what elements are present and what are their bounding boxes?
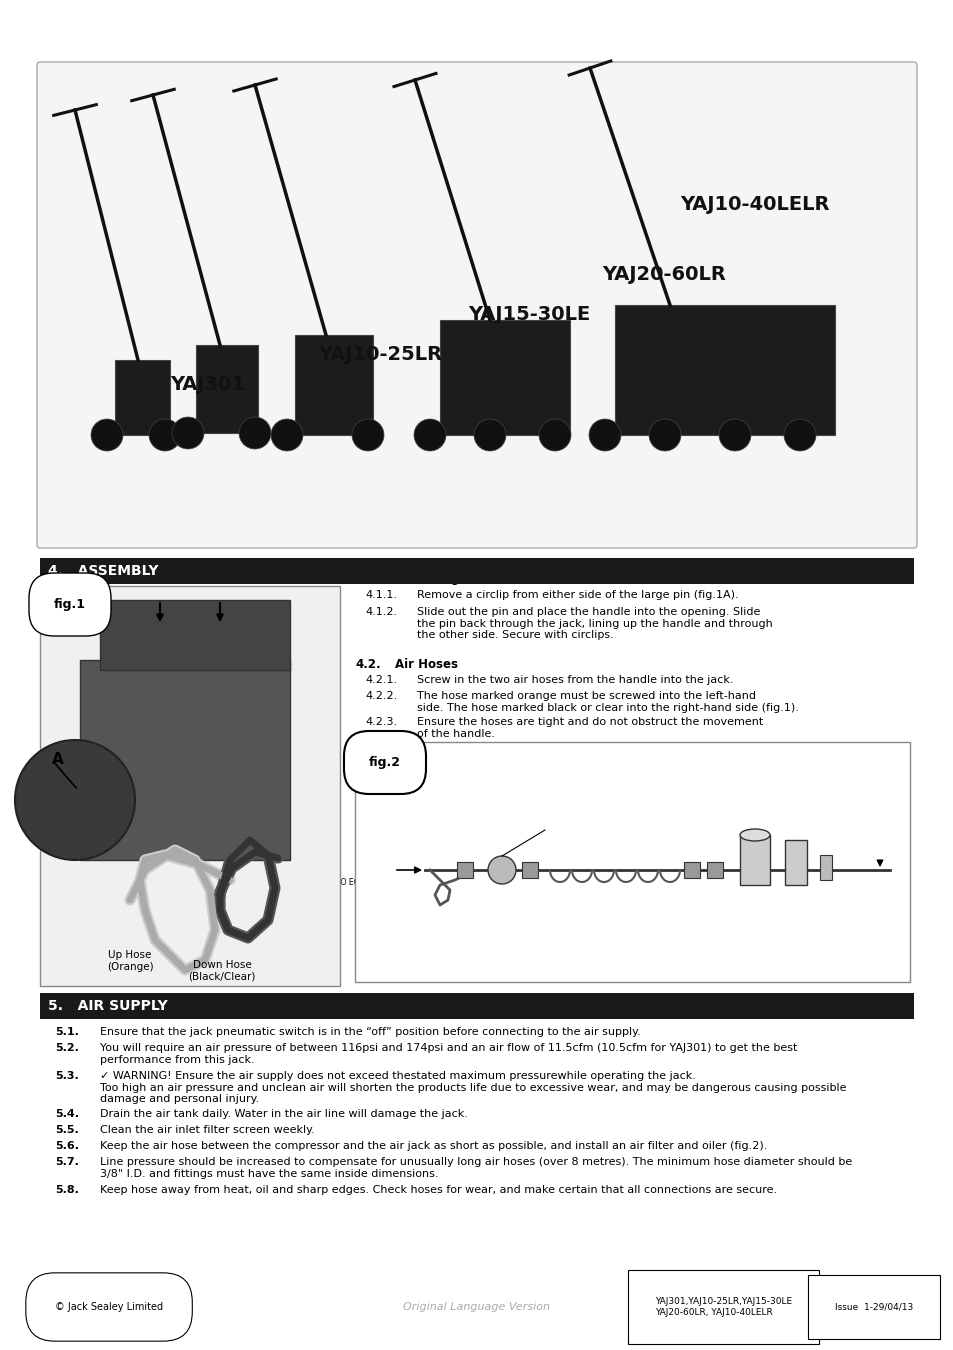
Text: 4.1.2.: 4.1.2. xyxy=(365,608,396,617)
Text: WATER
SEPARATOR: WATER SEPARATOR xyxy=(732,806,777,825)
Text: 4.1.1.: 4.1.1. xyxy=(365,590,396,599)
Text: 5.7.: 5.7. xyxy=(55,1157,79,1166)
Text: OILER: OILER xyxy=(784,888,806,896)
Circle shape xyxy=(15,740,135,860)
Text: Slide out the pin and place the handle into the opening. Slide
the pin back thro: Slide out the pin and place the handle i… xyxy=(416,608,772,640)
Text: Remove a circlip from either side of the large pin (fig.1A).: Remove a circlip from either side of the… xyxy=(416,590,738,599)
Text: You will require an air pressure of between 116psi and 174psi and an air flow of: You will require an air pressure of betw… xyxy=(100,1044,797,1065)
Text: Clean the air inlet filter screen weekly.: Clean the air inlet filter screen weekly… xyxy=(100,1125,314,1135)
Bar xyxy=(615,305,834,435)
Circle shape xyxy=(719,418,750,451)
Text: 4.2.2.: 4.2.2. xyxy=(365,691,396,701)
Circle shape xyxy=(474,418,505,451)
Text: NIPPLE: NIPPLE xyxy=(466,882,493,891)
Text: 4.1.: 4.1. xyxy=(355,572,380,585)
Text: Ensure that the jack pneumatic switch is in the “off” position before connecting: Ensure that the jack pneumatic switch is… xyxy=(100,1027,640,1037)
Circle shape xyxy=(648,418,680,451)
Bar xyxy=(683,863,700,878)
Text: ✓ WARNING! Ensure the air supply does not exceed thestated maximum pressurewhile: ✓ WARNING! Ensure the air supply does no… xyxy=(100,1071,845,1104)
Text: 5.4.: 5.4. xyxy=(55,1108,79,1119)
Text: 5.2.: 5.2. xyxy=(55,1044,79,1053)
Text: Issue  1-29/04/13: Issue 1-29/04/13 xyxy=(834,1303,912,1311)
Bar xyxy=(521,863,537,878)
Text: YAJ10-25LR: YAJ10-25LR xyxy=(317,346,441,365)
Text: fig.1: fig.1 xyxy=(54,598,86,612)
Text: Attaching the Handle: Attaching the Handle xyxy=(395,572,536,585)
Bar xyxy=(80,660,290,860)
Text: YAJ301: YAJ301 xyxy=(170,375,245,394)
Bar xyxy=(439,320,569,435)
Ellipse shape xyxy=(740,829,769,841)
Text: 4.   ASSEMBLY: 4. ASSEMBLY xyxy=(48,564,158,578)
Text: YAJ15-30LE: YAJ15-30LE xyxy=(468,305,590,324)
Bar xyxy=(100,599,290,670)
Text: Air Hoses: Air Hoses xyxy=(395,657,457,671)
Bar xyxy=(115,360,170,435)
Bar xyxy=(355,743,909,981)
Text: Keep hose away from heat, oil and sharp edges. Check hoses for wear, and make ce: Keep hose away from heat, oil and sharp … xyxy=(100,1185,777,1195)
Circle shape xyxy=(488,856,516,884)
Text: YAJ20-60LR: YAJ20-60LR xyxy=(601,265,725,284)
Bar xyxy=(40,586,339,986)
Bar xyxy=(456,863,473,878)
Text: 5.6.: 5.6. xyxy=(55,1141,79,1152)
Bar xyxy=(294,335,373,435)
Text: Original Language Version: Original Language Version xyxy=(403,1301,550,1312)
Circle shape xyxy=(588,418,620,451)
Text: A: A xyxy=(52,752,64,768)
Circle shape xyxy=(172,417,204,450)
Text: YAJ10-40LELR: YAJ10-40LELR xyxy=(679,194,828,215)
Circle shape xyxy=(414,418,446,451)
Text: QUICK COUPLER: QUICK COUPLER xyxy=(529,815,590,825)
Circle shape xyxy=(149,418,181,451)
Text: 5.8.: 5.8. xyxy=(55,1185,79,1195)
Circle shape xyxy=(239,417,271,450)
Text: 5.   AIR SUPPLY: 5. AIR SUPPLY xyxy=(48,999,168,1012)
Text: REGULATOR: REGULATOR xyxy=(772,909,819,917)
Text: LEADER HOSE: LEADER HOSE xyxy=(420,910,475,919)
Text: fig.2: fig.2 xyxy=(369,756,400,770)
Bar xyxy=(40,994,913,1019)
Bar xyxy=(40,558,913,585)
Text: DRAIN
DAILY: DRAIN DAILY xyxy=(813,833,838,852)
Text: 4.2.1.: 4.2.1. xyxy=(365,675,396,684)
Text: NIPPLE: NIPPLE xyxy=(689,882,716,891)
Circle shape xyxy=(783,418,815,451)
Text: 4.2.3.: 4.2.3. xyxy=(365,717,396,728)
Circle shape xyxy=(271,418,303,451)
Text: TO EQUIPMENT: TO EQUIPMENT xyxy=(335,878,394,887)
Circle shape xyxy=(538,418,571,451)
Bar xyxy=(820,855,831,880)
Text: The hose marked orange must be screwed into the left-hand
side. The hose marked : The hose marked orange must be screwed i… xyxy=(416,691,798,713)
Text: © Jack Sealey Limited: © Jack Sealey Limited xyxy=(55,1301,163,1312)
Text: 5.3.: 5.3. xyxy=(55,1071,79,1081)
FancyBboxPatch shape xyxy=(37,62,916,548)
Text: 4.2.: 4.2. xyxy=(355,657,380,671)
Text: Down Hose
(Black/Clear): Down Hose (Black/Clear) xyxy=(188,960,255,981)
Bar xyxy=(784,840,806,886)
Circle shape xyxy=(352,418,384,451)
Bar xyxy=(740,836,769,886)
Text: RECOIL
HOSE: RECOIL HOSE xyxy=(571,888,598,907)
Text: Screw in the two air hoses from the handle into the jack.: Screw in the two air hoses from the hand… xyxy=(416,675,733,684)
Text: Keep the air hose between the compressor and the air jack as short as possible, : Keep the air hose between the compressor… xyxy=(100,1141,766,1152)
Text: AIR
SUPPLY: AIR SUPPLY xyxy=(865,806,893,825)
Text: Ensure the hoses are tight and do not obstruct the movement
of the handle.: Ensure the hoses are tight and do not ob… xyxy=(416,717,762,738)
Text: Line pressure should be increased to compensate for unusually long air hoses (ov: Line pressure should be increased to com… xyxy=(100,1157,851,1179)
Circle shape xyxy=(91,418,123,451)
Text: YAJ301,YAJ10-25LR,YAJ15-30LE
YAJ20-60LR, YAJ10-40LELR: YAJ301,YAJ10-25LR,YAJ15-30LE YAJ20-60LR,… xyxy=(655,1297,791,1316)
Text: 5.1.: 5.1. xyxy=(55,1027,79,1037)
Text: 5.5.: 5.5. xyxy=(55,1125,79,1135)
Text: Up Hose
(Orange): Up Hose (Orange) xyxy=(107,950,153,972)
Bar xyxy=(706,863,722,878)
Bar xyxy=(195,346,257,433)
Text: Drain the air tank daily. Water in the air line will damage the jack.: Drain the air tank daily. Water in the a… xyxy=(100,1108,467,1119)
